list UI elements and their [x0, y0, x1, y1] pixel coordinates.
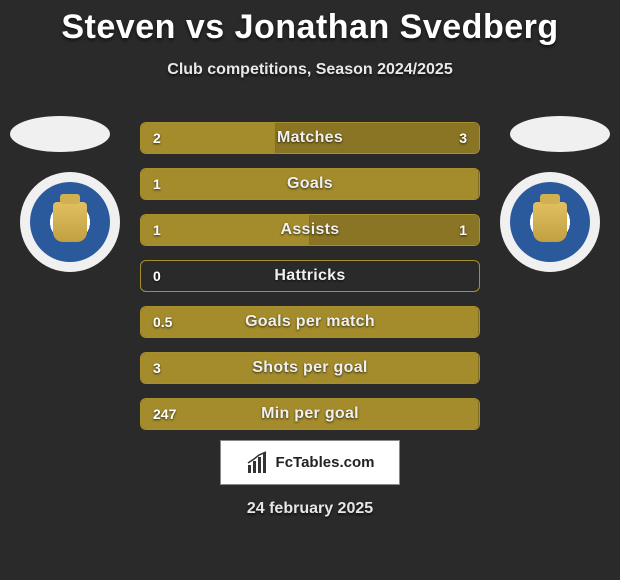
vs-label: vs: [186, 8, 225, 46]
player2-avatar-placeholder: [510, 116, 610, 152]
stat-bar: Shots per goal3: [140, 352, 480, 384]
stat-label: Goals per match: [141, 307, 479, 337]
stat-value-right: 1: [447, 215, 479, 245]
player1-name: Steven: [61, 8, 176, 46]
stat-label: Goals: [141, 169, 479, 199]
stat-bar: Goals per match0.5: [140, 306, 480, 338]
player1-club-badge: [20, 172, 120, 272]
club-crest-icon: [533, 202, 567, 242]
comparison-bars: Matches23Goals1Assists11Hattricks0Goals …: [140, 122, 480, 444]
stat-bar: Goals1: [140, 168, 480, 200]
stat-bar: Hattricks0: [140, 260, 480, 292]
club-crest-icon: [53, 202, 87, 242]
player2-name: Jonathan Svedberg: [235, 8, 559, 46]
stat-value-left: 3: [141, 353, 173, 383]
stat-value-left: 0.5: [141, 307, 184, 337]
brand-logo: FcTables.com: [220, 440, 400, 485]
footer-date: 24 february 2025: [0, 500, 620, 518]
stat-value-left: 0: [141, 261, 173, 291]
brand-text: FcTables.com: [276, 454, 375, 471]
stat-label: Matches: [141, 123, 479, 153]
player2-club-badge: [500, 172, 600, 272]
stat-value-right: 3: [447, 123, 479, 153]
stat-value-left: 247: [141, 399, 188, 429]
stat-bar: Assists1 1: [140, 214, 480, 246]
stat-bar: Matches2 3: [140, 122, 480, 154]
stat-bar: Min per goal247: [140, 398, 480, 430]
stat-value-left: 1: [141, 215, 173, 245]
stat-value-left: 1: [141, 169, 173, 199]
club-badge-ring: [510, 182, 590, 262]
stat-value-left: 2: [141, 123, 173, 153]
chart-icon: [246, 451, 270, 475]
player1-avatar-placeholder: [10, 116, 110, 152]
subtitle: Club competitions, Season 2024/2025: [0, 61, 620, 79]
page-title: Steven vs Jonathan Svedberg: [0, 0, 620, 47]
stat-label: Hattricks: [141, 261, 479, 291]
stat-label: Shots per goal: [141, 353, 479, 383]
stat-label: Assists: [141, 215, 479, 245]
club-badge-ring: [30, 182, 110, 262]
stat-label: Min per goal: [141, 399, 479, 429]
